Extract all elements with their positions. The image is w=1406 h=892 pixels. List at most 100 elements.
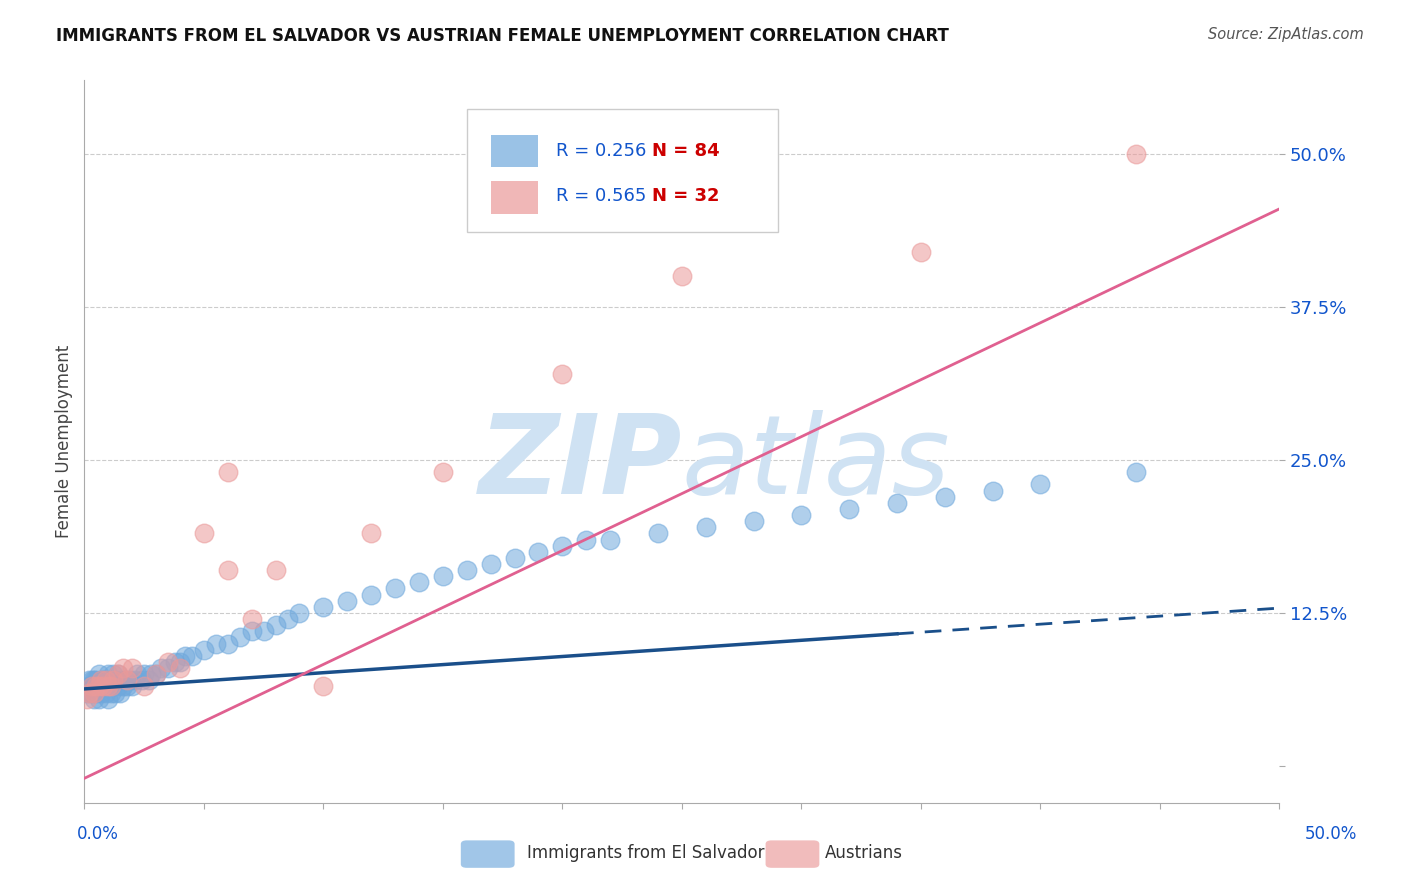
Point <box>104 673 127 688</box>
Point <box>432 465 454 479</box>
Point <box>575 533 598 547</box>
Point <box>104 685 127 699</box>
Text: R = 0.256: R = 0.256 <box>557 142 647 160</box>
Point <box>131 673 153 688</box>
Point <box>100 685 122 699</box>
Point <box>173 648 195 663</box>
Point <box>125 667 148 681</box>
Point <box>217 465 239 479</box>
Point <box>264 563 287 577</box>
Point <box>93 680 115 694</box>
Point <box>599 533 621 547</box>
Point <box>93 673 115 688</box>
Point <box>100 673 122 688</box>
Point <box>360 526 382 541</box>
Point <box>193 642 215 657</box>
Point <box>408 575 430 590</box>
Point <box>742 514 765 528</box>
Point <box>217 563 239 577</box>
Point <box>107 667 129 681</box>
Point <box>124 673 146 688</box>
Point <box>87 667 110 681</box>
Point <box>77 680 100 694</box>
Point <box>100 680 122 694</box>
Point <box>149 661 172 675</box>
Point <box>97 680 120 694</box>
FancyBboxPatch shape <box>491 135 538 168</box>
Point <box>981 483 1004 498</box>
Point <box>312 599 335 614</box>
Point <box>169 655 191 669</box>
Point <box>80 680 103 694</box>
Text: ZIP: ZIP <box>478 409 682 516</box>
Point <box>86 673 108 688</box>
Point <box>132 667 156 681</box>
Point <box>165 655 187 669</box>
Point <box>695 520 717 534</box>
Point <box>117 680 139 694</box>
Point <box>157 655 180 669</box>
Point <box>432 569 454 583</box>
FancyBboxPatch shape <box>766 840 820 868</box>
Point <box>193 526 215 541</box>
Point <box>181 648 204 663</box>
Point <box>169 661 191 675</box>
Text: N = 32: N = 32 <box>652 186 720 204</box>
Text: 50.0%: 50.0% <box>1305 825 1357 843</box>
Point <box>121 661 143 675</box>
Point <box>229 631 252 645</box>
Point <box>94 673 117 688</box>
Text: atlas: atlas <box>682 409 950 516</box>
Point <box>551 539 574 553</box>
Point <box>1029 477 1052 491</box>
Point <box>90 673 112 688</box>
Point <box>934 490 956 504</box>
Point <box>97 667 120 681</box>
Point <box>157 661 180 675</box>
Point <box>76 685 98 699</box>
Point <box>110 685 132 699</box>
Point <box>97 680 120 694</box>
Point <box>80 685 103 699</box>
Point <box>101 667 124 681</box>
Point <box>503 550 526 565</box>
Point <box>83 685 105 699</box>
Point <box>253 624 276 639</box>
Point <box>94 685 117 699</box>
Point <box>647 526 669 541</box>
Point <box>138 673 160 688</box>
Point <box>360 588 382 602</box>
Text: Source: ZipAtlas.com: Source: ZipAtlas.com <box>1208 27 1364 42</box>
Point <box>118 673 141 688</box>
Point <box>97 691 120 706</box>
Point <box>110 673 132 688</box>
Point <box>527 545 550 559</box>
Point <box>145 667 167 681</box>
Point <box>90 673 112 688</box>
Point <box>838 502 860 516</box>
FancyBboxPatch shape <box>491 181 538 214</box>
Y-axis label: Female Unemployment: Female Unemployment <box>55 345 73 538</box>
Point <box>77 685 100 699</box>
FancyBboxPatch shape <box>467 109 778 232</box>
Point <box>205 637 228 651</box>
Point <box>479 557 502 571</box>
Point <box>87 680 110 694</box>
Point <box>111 680 134 694</box>
Point <box>288 606 311 620</box>
Point <box>111 661 134 675</box>
Point <box>277 612 299 626</box>
FancyBboxPatch shape <box>461 840 515 868</box>
Point <box>94 673 117 688</box>
Point <box>132 680 156 694</box>
Point <box>910 244 932 259</box>
Point <box>312 680 335 694</box>
Point <box>101 680 124 694</box>
Point <box>384 582 406 596</box>
Text: R = 0.565: R = 0.565 <box>557 186 647 204</box>
Point <box>83 691 105 706</box>
Text: Austrians: Austrians <box>825 845 903 863</box>
Point <box>117 673 139 688</box>
Point <box>83 680 105 694</box>
Point <box>86 680 108 694</box>
